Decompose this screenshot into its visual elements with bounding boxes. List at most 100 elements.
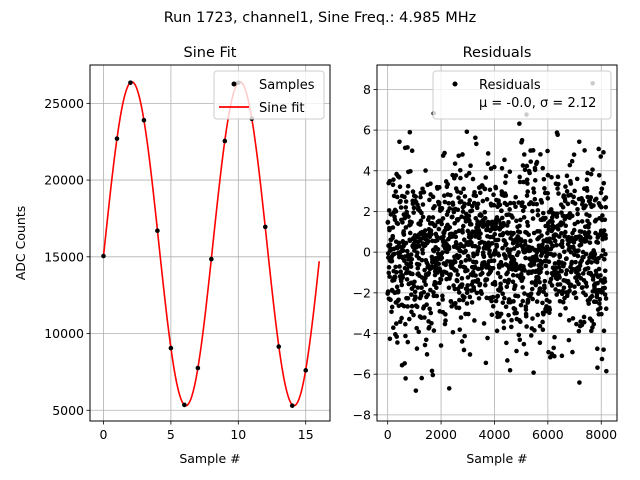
residual-point: [403, 333, 408, 339]
residual-point: [458, 175, 463, 181]
residual-point: [531, 201, 536, 207]
residual-point: [399, 282, 405, 288]
residual-point: [447, 206, 452, 211]
residual-point: [385, 289, 391, 294]
residual-point: [552, 353, 557, 359]
sample-point: [155, 228, 160, 234]
residual-point: [492, 282, 498, 287]
residual-point: [397, 244, 403, 249]
residual-point: [557, 253, 563, 259]
residual-point: [386, 270, 392, 276]
residual-point: [404, 277, 410, 282]
residual-point: [428, 228, 434, 233]
residual-point: [545, 196, 551, 201]
residual-point: [400, 275, 406, 280]
residual-point: [511, 299, 516, 304]
sample-point: [128, 80, 133, 85]
residual-point: [388, 297, 393, 303]
residual-point: [525, 189, 531, 194]
residual-point: [475, 201, 481, 207]
residual-point: [499, 215, 505, 221]
residual-point: [494, 328, 500, 334]
residual-point: [580, 198, 586, 204]
residuals-title: Residuals: [463, 45, 532, 61]
residual-point: [454, 268, 459, 273]
residual-point: [436, 261, 441, 267]
residual-point: [495, 270, 501, 276]
residual-point: [503, 304, 509, 310]
residual-point: [489, 298, 494, 304]
residual-point: [519, 137, 525, 143]
residual-point: [584, 284, 589, 289]
residual-point: [495, 293, 501, 299]
residual-point: [459, 282, 465, 287]
residual-point: [488, 253, 493, 259]
residual-point: [410, 271, 415, 277]
residual-point: [506, 219, 511, 225]
residual-point: [556, 191, 561, 196]
residual-point: [603, 251, 608, 257]
residual-point: [403, 199, 409, 204]
residual-point: [499, 165, 505, 171]
residual-point: [460, 209, 466, 214]
residual-point: [429, 368, 435, 374]
residual-point: [416, 243, 422, 249]
residual-point: [510, 215, 515, 220]
residual-point: [511, 230, 516, 236]
sample-point: [114, 136, 120, 141]
residual-point: [584, 188, 590, 193]
residual-point: [557, 282, 563, 287]
residual-point: [465, 283, 470, 288]
residual-point: [524, 351, 529, 357]
residuals-xtick-label: 2000: [425, 427, 457, 442]
residual-point: [484, 197, 490, 202]
residual-point: [510, 272, 516, 278]
residual-point: [493, 298, 499, 304]
sample-point: [289, 403, 295, 408]
residual-point: [385, 219, 391, 225]
residual-point: [395, 340, 400, 345]
residual-point: [520, 298, 526, 304]
residual-point: [525, 223, 531, 228]
residual-point: [426, 215, 432, 220]
residual-point: [455, 207, 461, 213]
residual-point: [588, 195, 594, 200]
residual-point: [413, 194, 419, 199]
residual-point: [555, 186, 560, 191]
residual-point: [495, 237, 501, 243]
residual-point: [464, 129, 470, 135]
residual-point: [530, 316, 535, 321]
residual-point: [581, 254, 586, 260]
residual-point: [411, 205, 417, 211]
sample-point: [209, 256, 214, 262]
residual-point: [425, 292, 431, 298]
residual-point: [521, 179, 526, 185]
residual-point: [581, 319, 587, 325]
residual-point: [532, 167, 538, 173]
residual-point: [403, 240, 409, 246]
residual-point: [564, 189, 570, 194]
sine-fit-xtick-label: 0: [100, 427, 108, 442]
residual-point: [540, 300, 545, 306]
residual-point: [459, 214, 464, 220]
residual-point: [398, 269, 403, 275]
residual-point: [429, 232, 434, 237]
residual-point: [418, 194, 423, 200]
residual-point: [423, 168, 428, 173]
residual-point: [481, 321, 487, 326]
residual-point: [473, 273, 478, 278]
residual-point: [464, 287, 470, 292]
residual-point: [401, 303, 407, 309]
residual-point: [442, 321, 448, 327]
residuals-xtick-label: 6000: [532, 427, 564, 442]
residual-point: [548, 276, 554, 282]
residual-point: [599, 311, 604, 317]
residual-point: [600, 213, 605, 218]
residual-point: [461, 237, 467, 243]
residual-point: [403, 376, 408, 381]
residual-point: [540, 242, 545, 248]
sine-fit-xlabel: Sample #: [179, 451, 240, 466]
residual-point: [517, 229, 523, 235]
residuals-axes-frame: [376, 64, 618, 422]
residual-point: [553, 287, 558, 292]
